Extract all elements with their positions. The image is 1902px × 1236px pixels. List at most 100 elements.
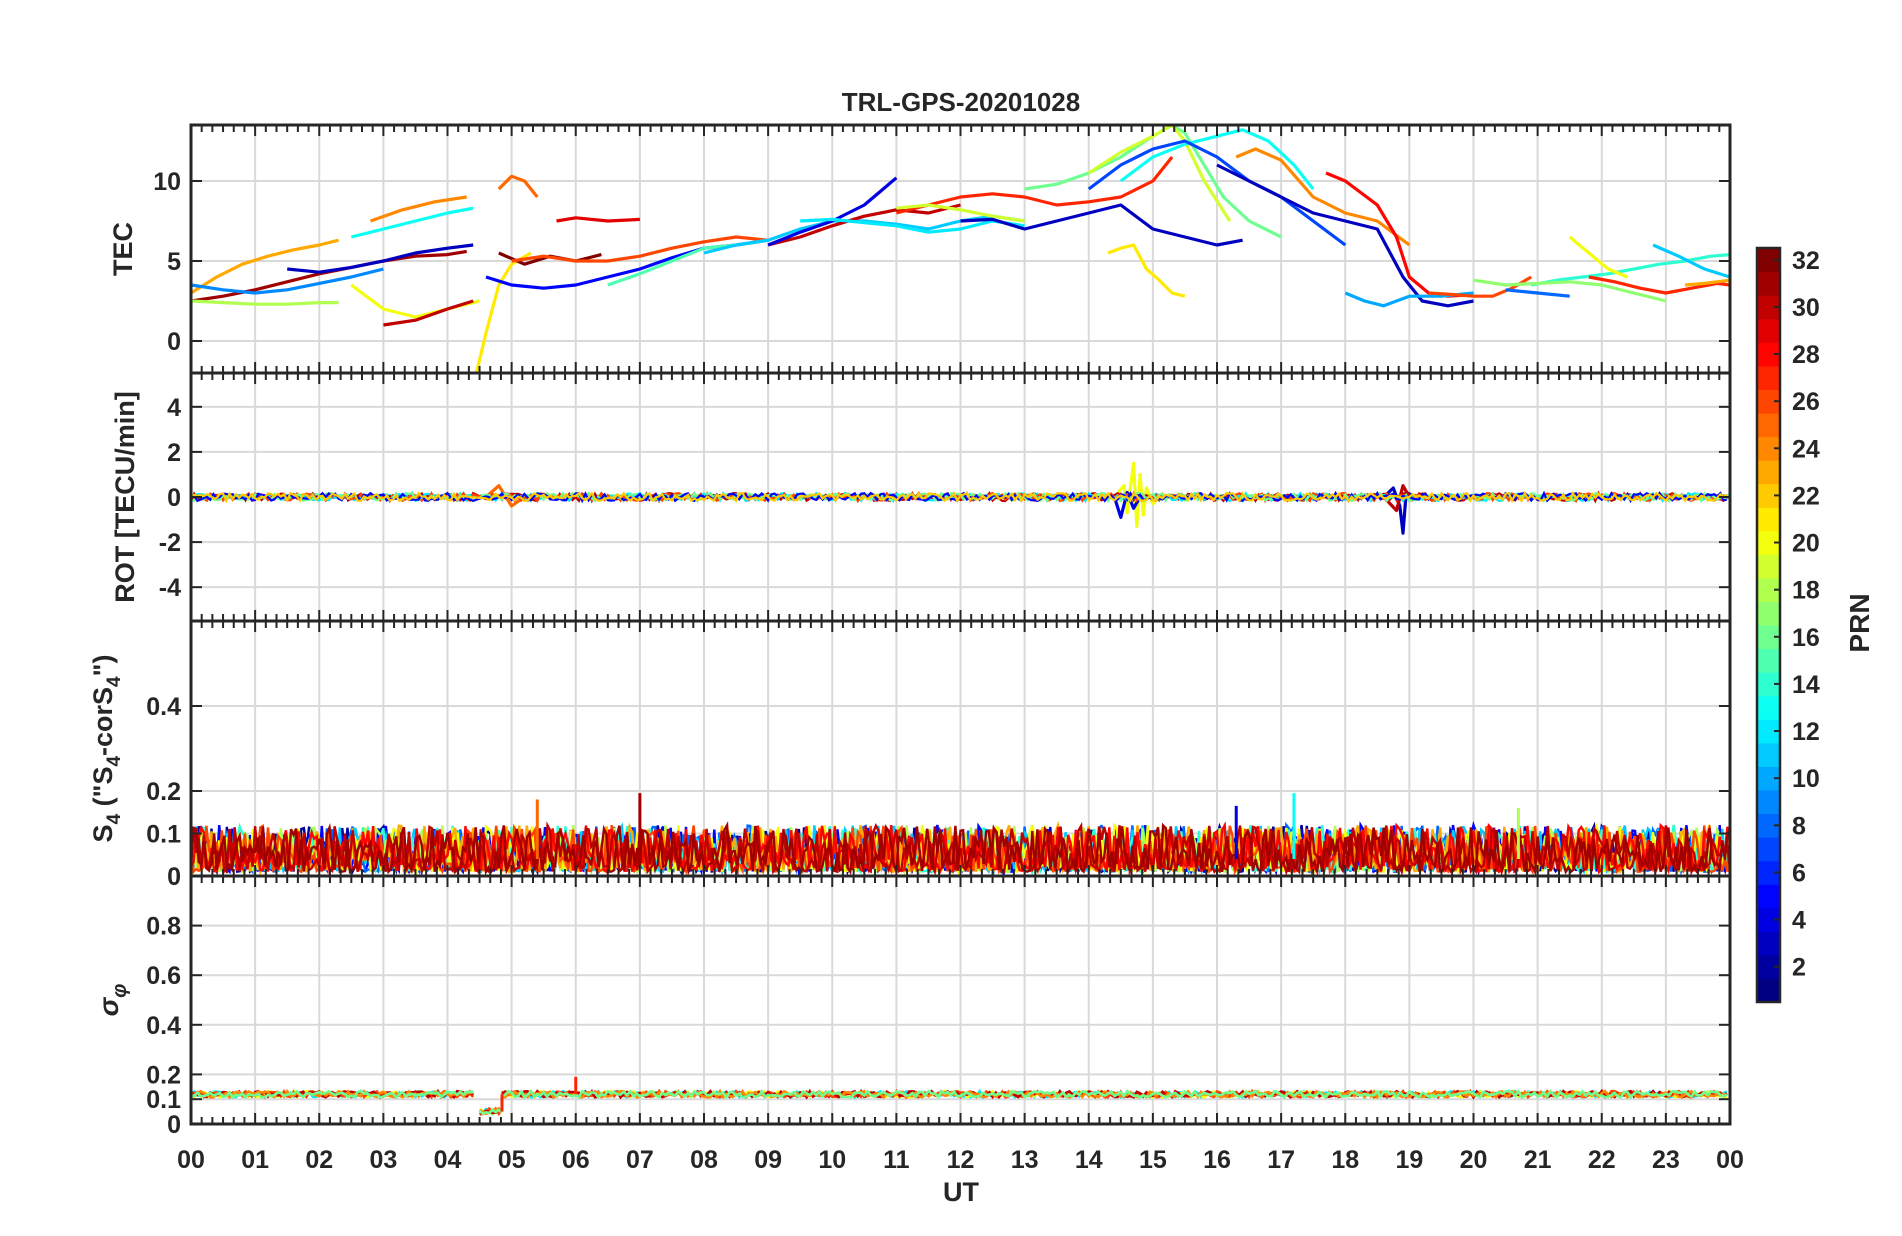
colorbar-tick-label: 4 (1792, 907, 1806, 935)
y-label-subscript: 4 (104, 756, 125, 767)
y-axis-label: TEC (108, 222, 138, 276)
x-tick-label: 03 (369, 1146, 397, 1174)
series-prn-14 (1530, 253, 1730, 287)
x-tick-label: 07 (626, 1146, 654, 1174)
colorbar-cell (1757, 389, 1780, 414)
series-prn-21 (1107, 243, 1186, 298)
series-prn-11 (1652, 243, 1730, 279)
series-prn-9 (191, 267, 384, 295)
colorbar-cell (1757, 318, 1780, 343)
colorbar-cell (1757, 530, 1780, 555)
x-tick-label: 20 (1460, 1146, 1488, 1174)
y-label-text: σ (93, 996, 124, 1016)
colorbar-tick-label: 12 (1792, 718, 1820, 746)
series-prn-23 (191, 238, 339, 295)
colorbar-cell (1757, 860, 1780, 885)
series-prn-8 (1505, 288, 1570, 298)
y-tick-label: 0.1 (146, 821, 181, 849)
sigma-trace-prn-16 (191, 1089, 474, 1100)
colorbar-cell (1757, 625, 1780, 650)
y-tick-label: 0.2 (146, 778, 181, 806)
panel-tec: 0 5 10 TEC (108, 123, 1732, 375)
y-axis-label: σφ (93, 984, 131, 1017)
colorbar-cell (1757, 412, 1780, 438)
series-prn-13 (1119, 128, 1315, 190)
x-tick-label: 09 (754, 1146, 782, 1174)
panel-data (191, 125, 1730, 373)
y-tick-label: 0.8 (146, 913, 181, 941)
series-prn-27 (896, 156, 1174, 215)
series-prn-25 (497, 174, 539, 198)
colorbar-tick-label: 6 (1792, 859, 1806, 887)
series-prn-13 (350, 206, 474, 239)
series-prn-24 (369, 195, 467, 223)
y-tick-label: 2 (167, 439, 181, 467)
colorbar-cell (1757, 271, 1780, 296)
y-tick-label: 0 (167, 484, 181, 512)
colorbar-cell (1757, 507, 1780, 532)
colorbar-tick-label: 2 (1792, 954, 1806, 982)
colorbar-cell (1757, 601, 1780, 626)
series-prn-30 (383, 299, 474, 327)
colorbar-cell (1757, 766, 1780, 791)
series-prn-26 (1428, 275, 1533, 298)
x-axis-label: UT (943, 1177, 979, 1207)
colorbar-cell (1757, 648, 1780, 673)
colorbar-cell (1757, 907, 1780, 932)
x-tick-label: 13 (1011, 1146, 1039, 1174)
x-tick-label: 01 (241, 1146, 269, 1174)
colorbar-cell (1757, 436, 1780, 461)
colorbar-tick-label: 16 (1792, 624, 1820, 652)
colorbar-label: PRN (1844, 593, 1875, 652)
y-tick-label: 4 (167, 394, 181, 422)
panel-s4: 0 0.1 0.2 0.4 S4​ ("S4​-corS4​") (88, 619, 1732, 891)
series-prn-4 (1112, 490, 1142, 519)
colorbar-cell (1757, 837, 1780, 862)
colorbar-tick-label: 32 (1792, 247, 1820, 275)
y-tick-label: 0.2 (146, 1061, 181, 1089)
colorbar-cell (1757, 695, 1780, 720)
x-tick-label: 12 (947, 1146, 975, 1174)
series-prn-3 (287, 243, 474, 274)
x-tick-label: 18 (1331, 1146, 1359, 1174)
x-tick-label: 17 (1267, 1146, 1295, 1174)
y-tick-label: 0.4 (146, 693, 181, 721)
colorbar-cell (1757, 672, 1780, 697)
y-label-text: S (88, 824, 118, 842)
x-tick-label: 08 (690, 1146, 718, 1174)
series-prn-3 (1216, 163, 1474, 308)
series-prn-17 (1473, 278, 1667, 303)
colorbar-cell (1757, 342, 1780, 367)
colorbar-tick-label: 26 (1792, 388, 1820, 416)
x-tick-label: 15 (1139, 1146, 1167, 1174)
y-tick-label: 0.6 (146, 962, 181, 990)
series-prn-29 (556, 216, 640, 223)
y-label-text: ("S (88, 767, 118, 814)
colorbar-tick-label: 8 (1792, 812, 1806, 840)
sigma-trace-prn-16 (478, 1108, 503, 1115)
y-axis-label: ROT [TECU/min] (110, 391, 140, 602)
colorbar-tick-label: 28 (1792, 341, 1820, 369)
x-tick-label: 16 (1203, 1146, 1231, 1174)
x-tick-label: 21 (1524, 1146, 1552, 1174)
x-tick-label: 04 (434, 1146, 462, 1174)
colorbar-cell (1757, 719, 1780, 744)
series-prn-18 (191, 299, 339, 306)
y-tick-label: 10 (153, 168, 181, 196)
x-tick-label: 11 (883, 1146, 910, 1174)
colorbar-cell (1757, 248, 1780, 273)
x-tick-label: 00 (177, 1146, 205, 1174)
x-tick-label: 02 (305, 1146, 333, 1174)
rot-trace-prn-22 (191, 490, 1728, 504)
series-prn-3 (960, 203, 1243, 247)
x-tick-label: 06 (562, 1146, 590, 1174)
colorbar-tick-label: 24 (1792, 435, 1820, 463)
y-axis-label: S4​ ("S4​-corS4​") (88, 655, 125, 843)
colorbar-cell (1757, 789, 1780, 815)
colorbar-frame (1755, 246, 1782, 1004)
x-tick-label: 19 (1395, 1146, 1423, 1174)
